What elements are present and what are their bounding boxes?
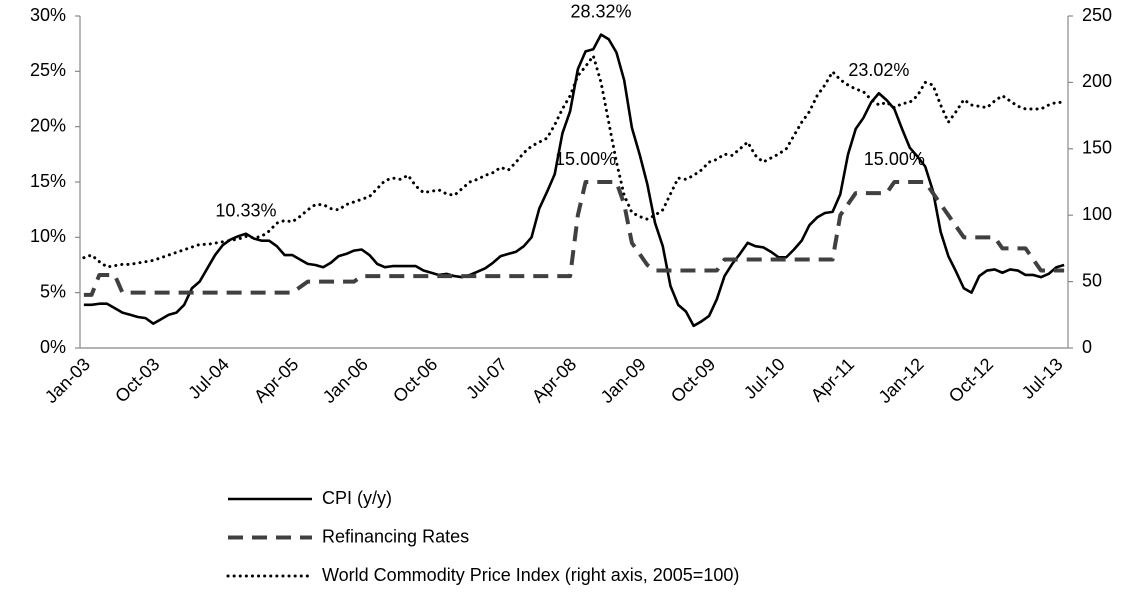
x-tick-label: Jul-13: [1018, 354, 1067, 403]
series-line: [82, 54, 1066, 269]
x-tick-label: Oct-09: [667, 354, 719, 406]
x-tick-label: Oct-12: [945, 354, 997, 406]
x-tick-label: Jan-03: [41, 354, 94, 407]
data-label: 15.00%: [555, 149, 616, 169]
y2-tick-label: 150: [1082, 138, 1112, 158]
x-tick-label: Oct-06: [389, 354, 441, 406]
y-tick-label: 20%: [30, 115, 66, 135]
data-label: 10.33%: [215, 200, 276, 220]
x-tick-label: Oct-03: [111, 354, 163, 406]
x-tick-label: Jan-06: [319, 354, 372, 407]
x-tick-label: Apr-08: [528, 354, 580, 406]
y2-tick-label: 50: [1082, 270, 1102, 290]
y-tick-label: 15%: [30, 171, 66, 191]
x-tick-label: Jan-09: [597, 354, 650, 407]
x-tick-label: Jul-04: [184, 354, 233, 403]
legend-label: Refinancing Rates: [322, 526, 469, 546]
y-tick-label: 10%: [30, 226, 66, 246]
y-tick-label: 25%: [30, 60, 66, 80]
y2-tick-label: 100: [1082, 204, 1112, 224]
x-tick-label: Apr-05: [250, 354, 302, 406]
y-tick-label: 5%: [40, 281, 66, 301]
y2-tick-label: 250: [1082, 5, 1112, 25]
data-label: 15.00%: [864, 149, 925, 169]
x-tick-label: Jul-07: [462, 354, 511, 403]
y-tick-label: 0%: [40, 337, 66, 357]
data-label: 23.02%: [848, 60, 909, 80]
x-tick-label: Apr-11: [807, 354, 858, 405]
x-tick-label: Jul-10: [740, 354, 789, 403]
x-tick-label: Jan-12: [875, 354, 928, 407]
legend-label: World Commodity Price Index (right axis,…: [322, 565, 739, 585]
y2-tick-label: 0: [1082, 337, 1092, 357]
legend-label: CPI (y/y): [322, 488, 392, 508]
data-label: 28.32%: [570, 1, 631, 21]
y2-tick-label: 200: [1082, 71, 1112, 91]
y-tick-label: 30%: [30, 5, 66, 25]
series-line: [83, 33, 1065, 328]
